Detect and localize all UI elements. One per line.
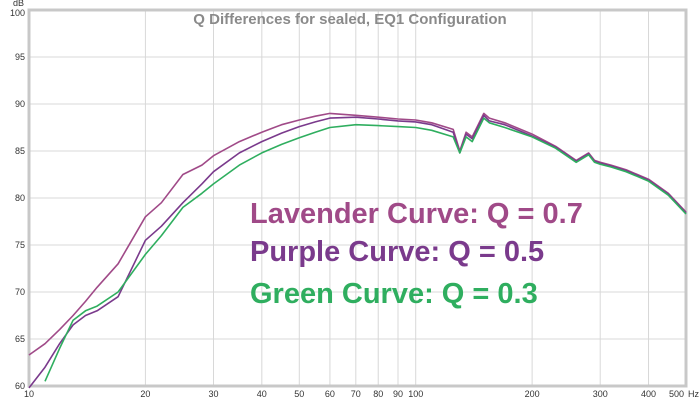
annotation-purple: Purple Curve: Q = 0.5 (250, 236, 544, 268)
y-tick-label: 95 (15, 52, 25, 62)
x-tick-label: 200 (525, 389, 540, 399)
y-tick-label: 90 (15, 99, 25, 109)
series-lines (28, 112, 687, 389)
x-tick-label: 100 (408, 389, 423, 399)
x-tick-label: 50 (294, 389, 304, 399)
x-tick-label: 80 (373, 389, 383, 399)
x-tick-label: 500 (669, 389, 684, 399)
x-tick-label: 300 (593, 389, 608, 399)
x-tick-label: 90 (393, 389, 403, 399)
y-axis-label: dB (13, 0, 24, 8)
series-line-lavender (28, 112, 687, 356)
x-tick-label: 20 (140, 389, 150, 399)
x-tick-label: 40 (257, 389, 267, 399)
y-tick-label: 70 (15, 287, 25, 297)
tick-labels: 10 20 30 40 50 60 70 80 90 100 200 300 400 500 60 65 70 7… (10, 8, 684, 399)
x-axis-label: Hz (688, 389, 699, 399)
plot-frame (27, 8, 688, 388)
annotation-lavender: Lavender Curve: Q = 0.7 (250, 198, 583, 230)
x-tick-label: 60 (325, 389, 335, 399)
x-tick-label: 30 (208, 389, 218, 399)
x-tick-label: 400 (641, 389, 656, 399)
x-tick-label: 10 (24, 389, 34, 399)
y-tick-label: 100 (10, 8, 25, 18)
y-tick-label: 65 (15, 334, 25, 344)
chart-title: Q Differences for sealed, EQ1 Configurat… (193, 11, 506, 28)
y-tick-label: 60 (15, 381, 25, 391)
annotation-green: Green Curve: Q = 0.3 (250, 278, 538, 310)
y-tick-label: 85 (15, 146, 25, 156)
y-tick-label: 75 (15, 240, 25, 250)
x-tick-label: 70 (351, 389, 361, 399)
series-line-green (44, 117, 687, 382)
y-tick-label: 80 (15, 193, 25, 203)
